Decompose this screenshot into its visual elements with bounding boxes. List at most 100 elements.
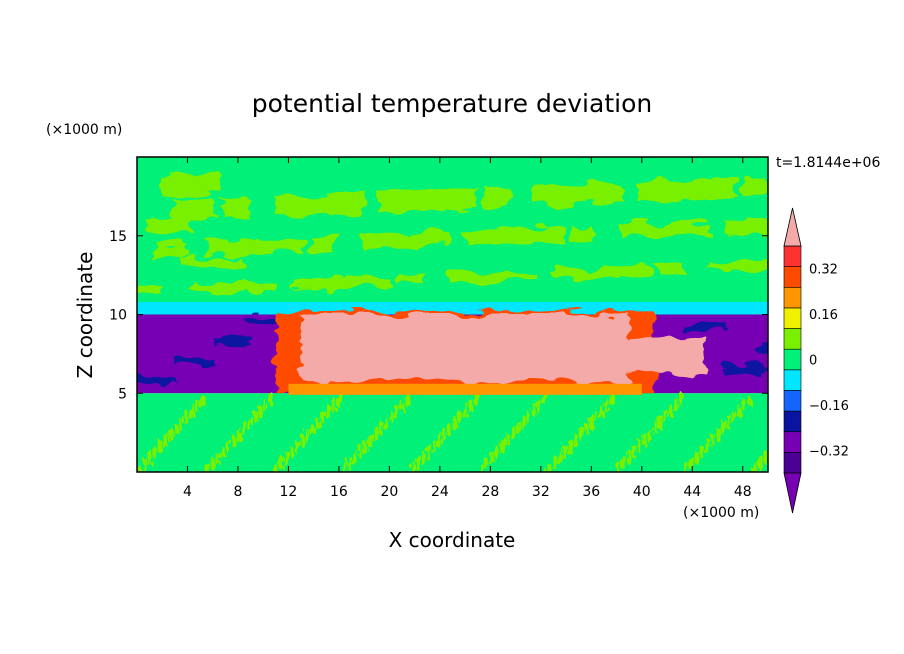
x-tick-label: 12 — [280, 484, 298, 500]
core-anvil — [515, 338, 705, 375]
noise — [679, 393, 684, 406]
time-label: t=1.8144e+06 — [776, 155, 880, 171]
noise — [742, 398, 747, 411]
noise — [526, 410, 531, 423]
noise — [468, 399, 473, 412]
noise — [373, 428, 378, 441]
noise — [573, 434, 578, 447]
streak — [413, 231, 450, 247]
colorbar: 0.32 0.16 0 −0.16 −0.32 — [783, 207, 849, 514]
x-tick-label: 4 — [183, 484, 192, 500]
streak — [361, 233, 418, 249]
noise — [436, 434, 441, 447]
noise — [415, 457, 420, 470]
noise — [210, 458, 215, 471]
noise — [458, 411, 463, 424]
cold-patch — [246, 316, 287, 325]
y-axis-label: Z coordinate — [73, 252, 97, 379]
noise — [326, 405, 331, 418]
streak — [534, 184, 591, 205]
noise — [705, 439, 710, 452]
chart-title: potential temperature deviation — [252, 89, 652, 118]
noise — [315, 417, 320, 430]
noise — [137, 464, 141, 472]
noise — [300, 434, 305, 447]
noise — [352, 451, 357, 464]
contour-field — [137, 157, 768, 472]
streak — [240, 280, 277, 291]
streak — [621, 223, 678, 239]
cold-patch — [210, 336, 251, 345]
noise — [689, 457, 694, 470]
region-upper-streaks — [137, 174, 768, 295]
noise — [389, 411, 394, 424]
cold-patch — [173, 357, 214, 366]
noise — [636, 439, 641, 452]
noise — [400, 399, 405, 412]
noise — [279, 457, 284, 470]
noise — [236, 429, 241, 442]
noise — [384, 417, 389, 430]
noise — [752, 462, 757, 472]
noise — [494, 445, 499, 458]
noise — [447, 422, 452, 435]
y-unit-label: (×1000 m) — [46, 122, 122, 138]
noise — [379, 422, 384, 435]
noise — [163, 434, 168, 447]
colorbar-label: −0.16 — [809, 399, 849, 414]
noise — [500, 440, 505, 453]
x-unit-label: (×1000 m) — [683, 505, 759, 521]
noise — [668, 404, 673, 417]
streak — [162, 174, 219, 195]
noise — [284, 452, 289, 465]
streak — [145, 217, 192, 233]
y-axis: 5 10 15 — [109, 229, 768, 402]
noise — [158, 440, 163, 453]
noise — [621, 457, 626, 470]
x-tick-label: 36 — [582, 484, 600, 500]
noise — [410, 463, 415, 472]
noise — [489, 451, 494, 464]
streak — [672, 221, 709, 237]
noise — [663, 410, 668, 423]
noise — [721, 422, 726, 435]
noise — [142, 458, 147, 471]
noise — [226, 440, 231, 453]
colorbar-swatch — [783, 348, 802, 371]
x-tick-label: 20 — [380, 484, 398, 500]
y-tick-label: 10 — [109, 308, 127, 324]
noise — [542, 393, 547, 406]
noise — [747, 392, 752, 405]
noise — [252, 411, 257, 424]
noise — [463, 405, 468, 418]
streak — [180, 257, 247, 268]
noise — [631, 445, 636, 458]
region-lower-troposphere — [137, 393, 768, 472]
noise — [189, 405, 194, 418]
noise — [452, 416, 457, 429]
y-tick-label: 5 — [118, 386, 127, 402]
streak — [448, 272, 505, 283]
cold-patch — [759, 344, 768, 353]
streak — [742, 176, 768, 197]
y-tick-label: 15 — [109, 229, 127, 245]
noise — [589, 416, 594, 429]
cold-patch — [722, 364, 763, 373]
noise — [757, 456, 762, 469]
colorbar-swatch — [783, 286, 802, 309]
noise — [273, 463, 278, 472]
noise — [168, 429, 173, 442]
noise — [363, 440, 368, 453]
streak — [517, 227, 564, 243]
noise — [215, 452, 220, 465]
noise — [594, 410, 599, 423]
noise — [647, 428, 652, 441]
colorbar-swatch — [783, 266, 802, 288]
region-warm-strip — [288, 383, 642, 395]
noise — [652, 422, 657, 435]
noise — [321, 411, 326, 424]
noise — [305, 428, 310, 441]
noise — [221, 446, 226, 459]
noise — [268, 394, 273, 407]
colorbar-label: 0 — [809, 354, 817, 369]
